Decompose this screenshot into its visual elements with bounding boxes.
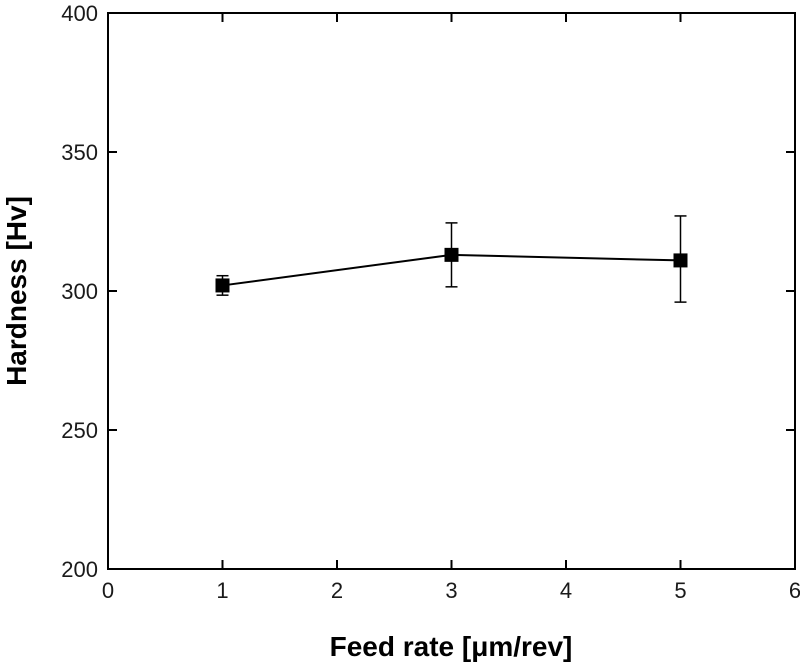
- data-point-0: [215, 278, 230, 293]
- axis-ticks: [107, 12, 796, 570]
- x-tick-label-4: 4: [560, 578, 572, 603]
- plot-frame: [107, 12, 796, 570]
- x-tick-label-0: 0: [102, 578, 114, 603]
- y-tick-label-4: 400: [61, 1, 98, 26]
- y-axis-title: Hardness [Hv]: [1, 196, 32, 386]
- axis-tick-labels: 0 1 2 3 4 5 6 200 250 300 350 400: [61, 1, 800, 603]
- x-tick-label-3: 3: [445, 578, 457, 603]
- x-tick-label-5: 5: [674, 578, 686, 603]
- y-tick-label-0: 200: [61, 557, 98, 582]
- data-point-1: [444, 247, 459, 262]
- x-axis-title: Feed rate [μm/rev]: [330, 631, 573, 662]
- y-tick-label-1: 250: [61, 418, 98, 443]
- x-tick-label-6: 6: [789, 578, 800, 603]
- y-tick-label-3: 350: [61, 140, 98, 165]
- data-point-2: [673, 253, 688, 268]
- data-series: [215, 215, 688, 303]
- x-tick-label-1: 1: [216, 578, 228, 603]
- x-tick-label-2: 2: [331, 578, 343, 603]
- y-tick-label-2: 300: [61, 279, 98, 304]
